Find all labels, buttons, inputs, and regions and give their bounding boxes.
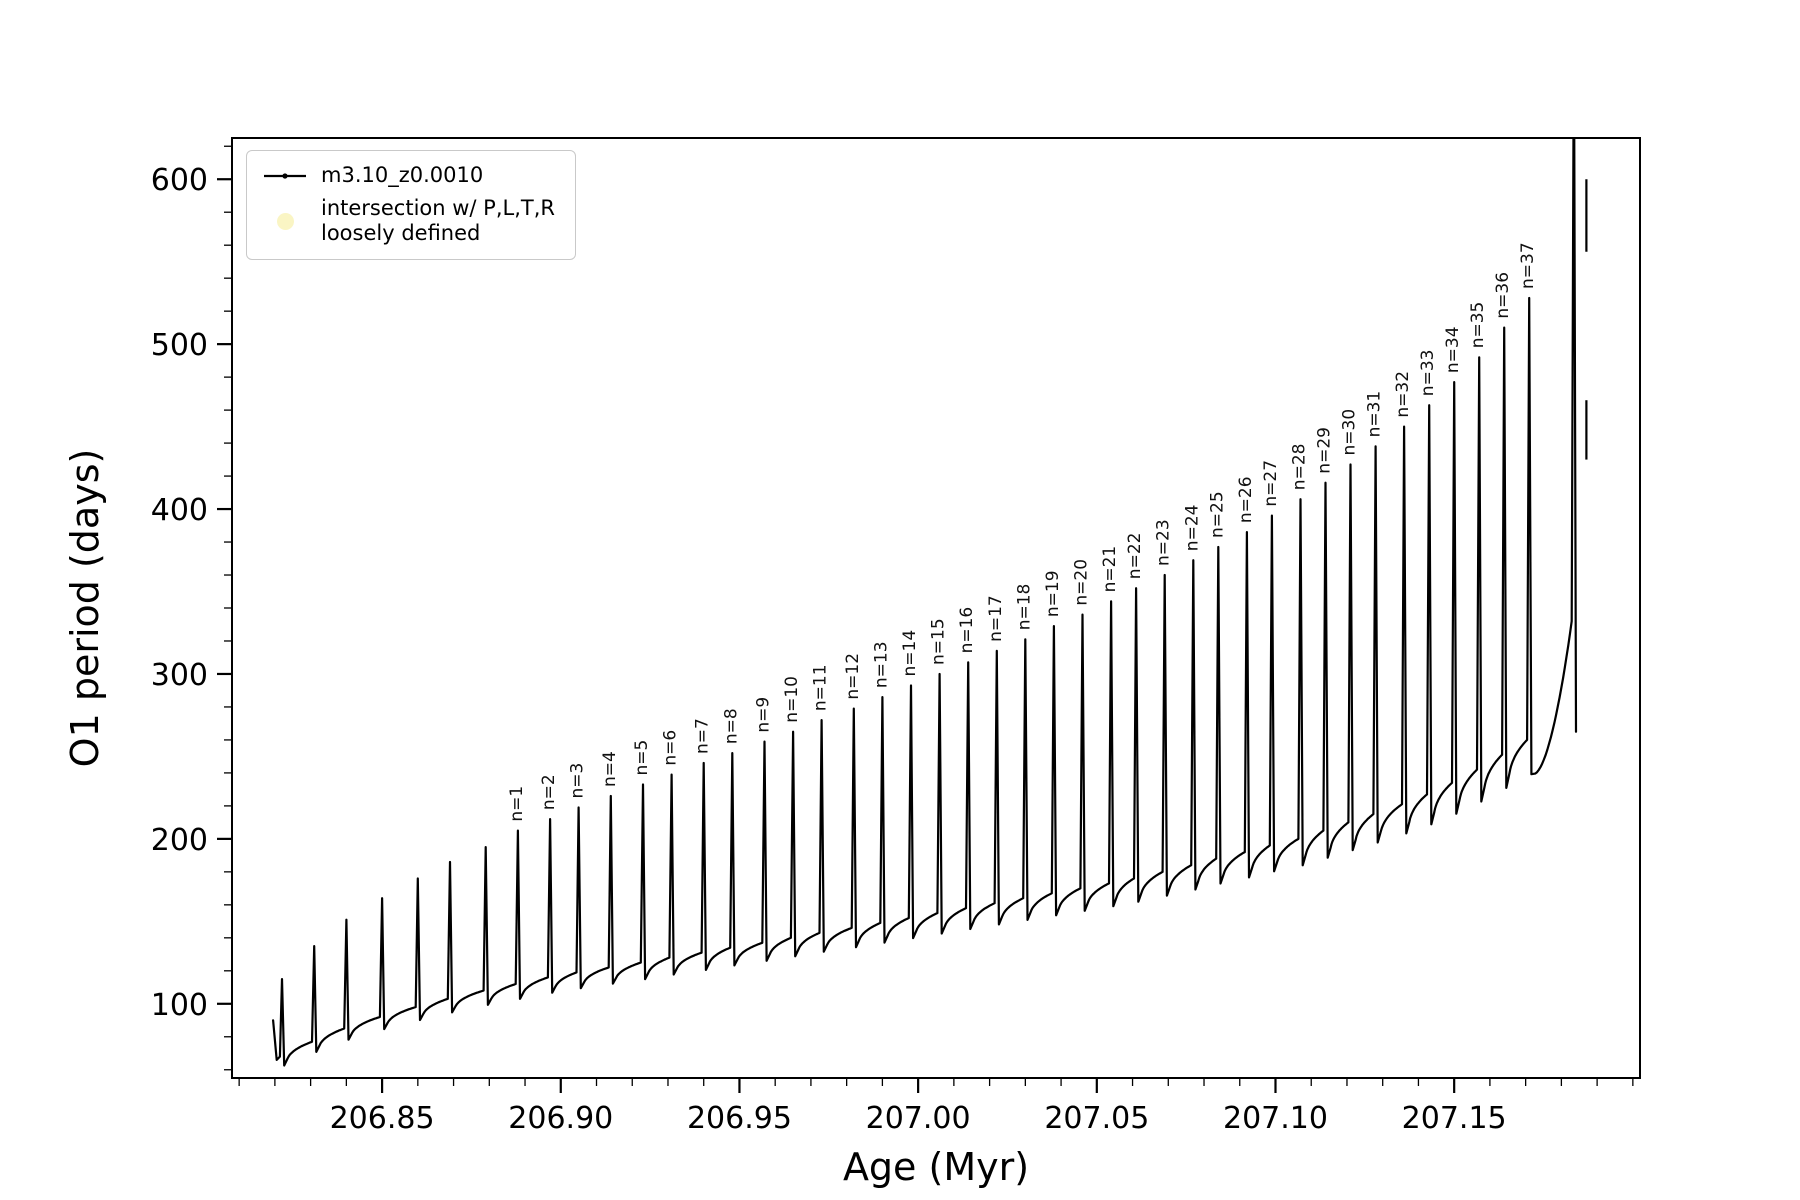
spike-label: n=31 [1365, 391, 1385, 438]
x-tick-label: 207.15 [1402, 1101, 1507, 1136]
x-tick-label: 207.05 [1044, 1101, 1149, 1136]
y-tick-label: 300 [151, 658, 208, 693]
spike-label: n=19 [1043, 570, 1063, 617]
spike-label: n=22 [1125, 533, 1145, 580]
spike-label: n=11 [811, 664, 831, 711]
spike-label: n=15 [929, 618, 949, 665]
y-tick-label: 600 [151, 163, 208, 198]
spike-label: n=8 [721, 708, 741, 744]
spike-label: n=16 [957, 607, 977, 654]
legend-item-series: m3.10_z0.0010 [261, 163, 555, 189]
spike-label: n=35 [1468, 302, 1488, 349]
series-line [272, 138, 1578, 1067]
spike-label: n=26 [1236, 476, 1256, 523]
spike-label: n=20 [1072, 559, 1092, 606]
spike-label: n=7 [693, 718, 713, 754]
spike-label: n=24 [1182, 505, 1202, 552]
x-tick-label: 206.95 [687, 1101, 792, 1136]
spike-label: n=10 [782, 676, 802, 723]
y-axis-label: O1 period (days) [63, 449, 107, 768]
legend-item-intersection: intersection w/ P,L,T,R loosely defined [261, 196, 555, 247]
x-tick-label: 207.00 [866, 1101, 971, 1136]
spike-label: n=9 [754, 697, 774, 733]
spike-label: n=2 [539, 774, 559, 810]
spike-label: n=28 [1290, 444, 1310, 491]
spike-label: n=36 [1493, 272, 1513, 319]
spike-label: n=5 [632, 740, 652, 776]
spike-label: n=33 [1418, 350, 1438, 397]
spike-label: n=32 [1393, 371, 1413, 418]
spike-label: n=37 [1518, 242, 1538, 289]
legend: m3.10_z0.0010 intersection w/ P,L,T,R lo… [246, 150, 576, 260]
spike-label: n=29 [1315, 427, 1335, 474]
spike-label: n=3 [568, 763, 588, 799]
spike-label: n=25 [1207, 491, 1227, 538]
spike-label: n=4 [600, 751, 620, 787]
spike-label: n=27 [1261, 460, 1281, 507]
spike-label: n=12 [843, 653, 863, 700]
x-tick-label: 207.10 [1223, 1101, 1328, 1136]
y-tick-label: 400 [151, 493, 208, 528]
spike-label: n=18 [1014, 584, 1034, 631]
spike-label: n=30 [1340, 409, 1360, 456]
spike-label: n=34 [1443, 326, 1463, 373]
legend-series-label: m3.10_z0.0010 [321, 163, 484, 187]
spike-label: n=21 [1100, 546, 1120, 593]
spike-label: n=1 [507, 786, 527, 822]
spike-label: n=14 [900, 630, 920, 677]
legend-intersection-label-line2: loosely defined [321, 221, 481, 246]
spike-label: n=6 [661, 730, 681, 766]
y-tick-label: 100 [151, 988, 208, 1023]
spike-label: n=17 [986, 595, 1006, 642]
x-axis-label: Age (Myr) [843, 1145, 1029, 1189]
y-tick-label: 200 [151, 823, 208, 858]
x-tick-label: 206.90 [508, 1101, 613, 1136]
y-tick-label: 500 [151, 328, 208, 363]
spike-label: n=13 [871, 641, 891, 688]
x-tick-label: 206.85 [330, 1101, 435, 1136]
intersection-marker-icon [276, 212, 294, 230]
line-marker-icon [264, 173, 306, 179]
legend-intersection-label: intersection w/ P,L,T,R loosely defined [321, 196, 555, 247]
legend-intersection-label-line1: intersection w/ P,L,T,R [321, 195, 555, 220]
spike-label: n=23 [1154, 519, 1174, 566]
